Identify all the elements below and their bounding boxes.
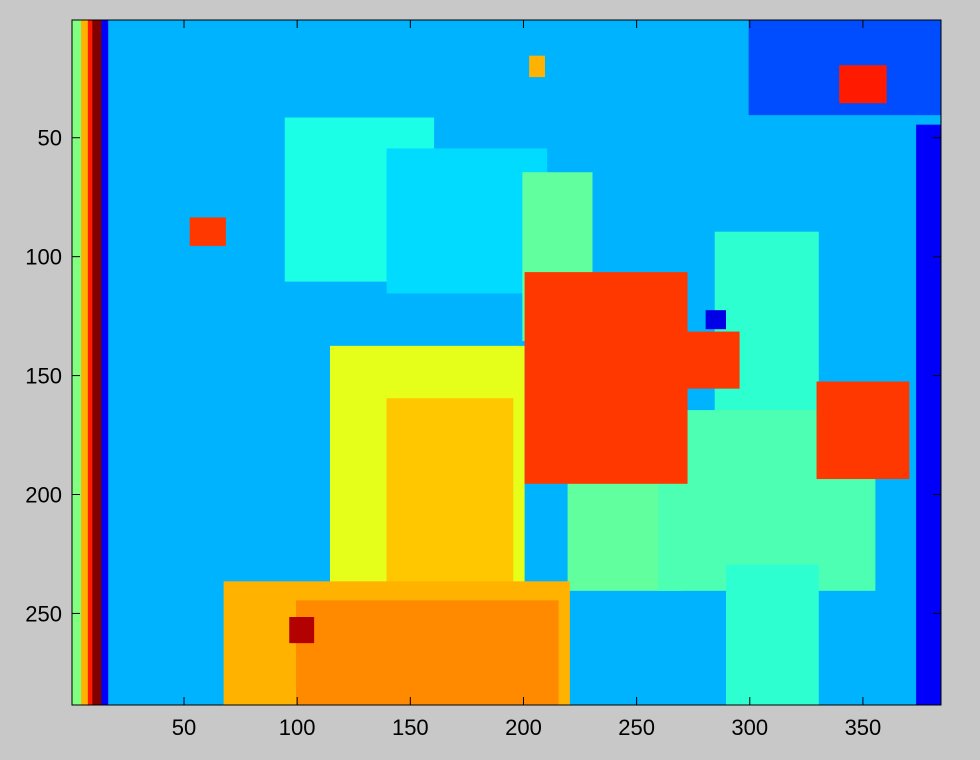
- heatmap-region: [524, 272, 688, 484]
- y-tick-label: 100: [25, 245, 62, 270]
- heatmap-region: [529, 55, 545, 78]
- heatmap-region: [386, 148, 548, 294]
- heatmap-region: [816, 381, 910, 480]
- heatmap-region: [87, 20, 95, 705]
- heatmap-region: [72, 20, 84, 705]
- y-tick-label: 250: [25, 601, 62, 626]
- heatmap-image: [72, 20, 941, 705]
- axes-frame: [71, 19, 942, 706]
- heatmap-region: [386, 398, 514, 591]
- heatmap-region: [916, 124, 941, 705]
- x-tick-label: 150: [392, 715, 429, 740]
- heatmap-region: [726, 564, 819, 705]
- y-tick-label: 50: [38, 126, 62, 151]
- x-tick-label: 200: [505, 715, 542, 740]
- heatmap-region: [839, 65, 887, 104]
- heatmap-region: [101, 20, 109, 705]
- heatmap-region: [92, 20, 104, 705]
- heatmap-region: [81, 20, 91, 705]
- heatmap-region: [705, 310, 727, 330]
- x-tick-label: 250: [618, 715, 655, 740]
- heatmap-region: [662, 331, 740, 389]
- y-tick-label: 200: [25, 483, 62, 508]
- heatmap-region: [189, 217, 226, 246]
- x-tick-label: 100: [279, 715, 316, 740]
- axis-ticks: 50 100 150 200 250 300 350 50 100 150 200 250: [25, 20, 941, 740]
- x-tick-label: 300: [731, 715, 768, 740]
- x-tick-label: 350: [845, 715, 882, 740]
- x-tick-label: 50: [172, 715, 196, 740]
- heatmap-region: [296, 600, 559, 705]
- y-tick-label: 150: [25, 364, 62, 389]
- heatmap-region: [289, 616, 315, 644]
